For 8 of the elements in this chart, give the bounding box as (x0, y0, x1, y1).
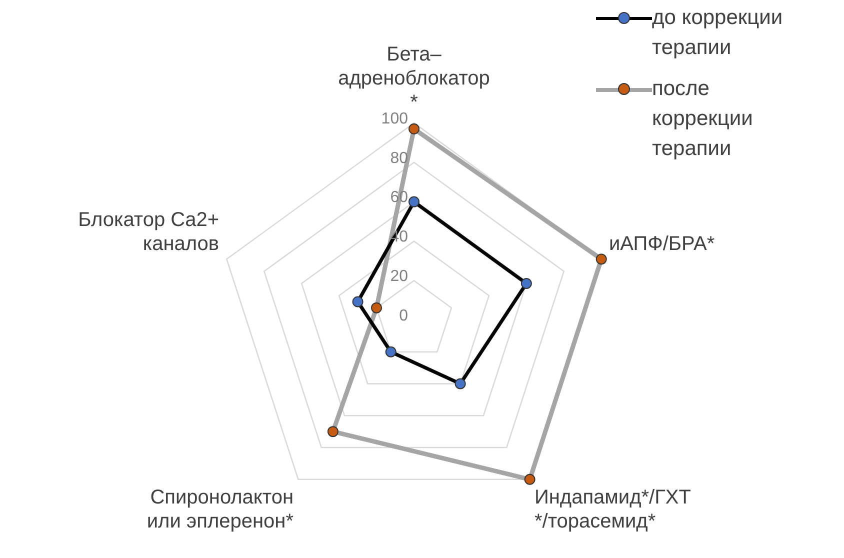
y-tick-label: 0 (399, 307, 408, 324)
spoke-label: Блокатор Ca2+ каналов (78, 209, 220, 256)
spoke-label: Спиронолактон или эплеренон* (146, 486, 294, 532)
legend-label: до коррекции терапии (652, 5, 783, 61)
spoke-label: иАПФ/БРА* (608, 233, 715, 256)
legend-label: после коррекции терапии (652, 76, 753, 162)
spoke-label: Индапамид*/ГХТ */торасемид* (534, 486, 691, 532)
y-tick-label: 20 (390, 268, 408, 286)
